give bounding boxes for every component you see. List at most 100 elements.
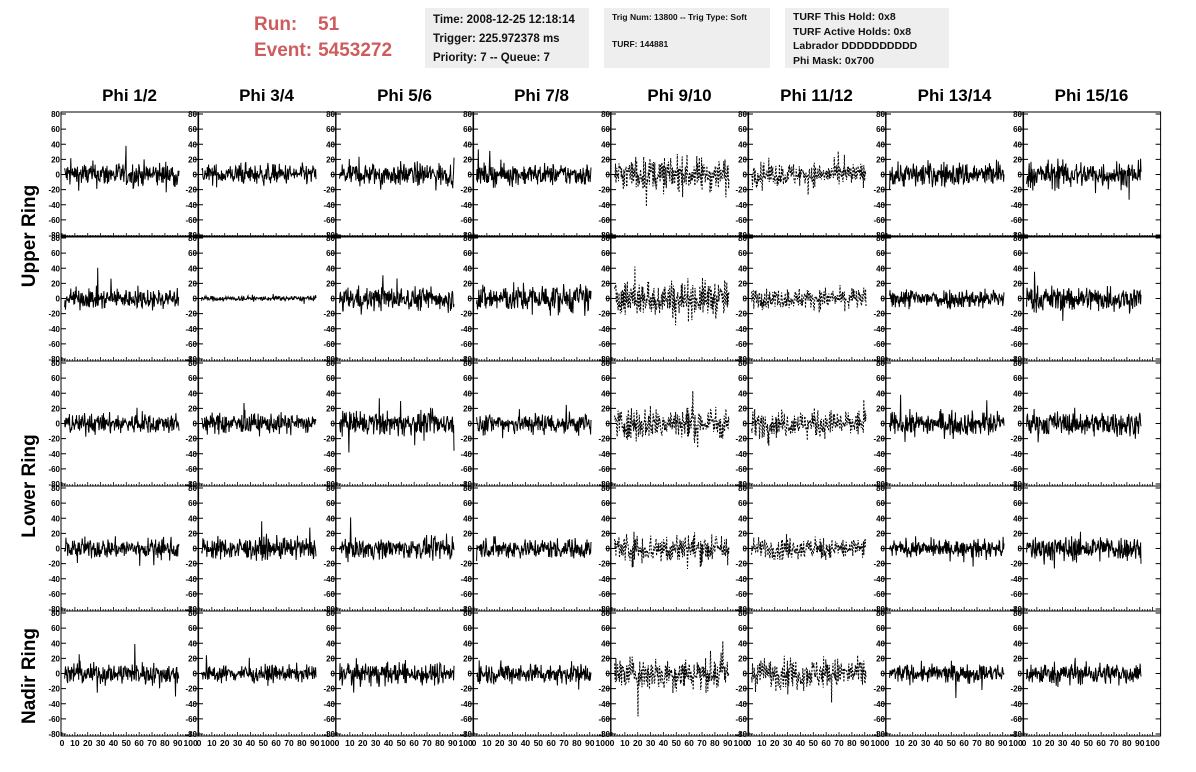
y-tick-label: -20 [735, 186, 747, 195]
y-tick-label: 40 [51, 639, 60, 648]
y-tick-label: -40 [1010, 700, 1022, 709]
x-tick-label: 50 [672, 738, 682, 748]
y-tick-label: -60 [323, 216, 335, 225]
y-tick-label: -40 [1010, 575, 1022, 584]
y-tick-label: 80 [738, 110, 747, 119]
y-tick-label: 0 [743, 420, 748, 429]
y-tick-label: -40 [598, 325, 610, 334]
y-tick-label: -20 [873, 560, 885, 569]
y-tick-label: 20 [738, 155, 747, 164]
y-tick-label: 0 [881, 545, 886, 554]
y-tick-label: 40 [51, 140, 60, 149]
y-tick-label: -20 [598, 435, 610, 444]
y-tick-label: 80 [1013, 609, 1022, 618]
waveform-trace [339, 156, 455, 191]
waveform-trace [889, 536, 1005, 567]
y-tick-label: -40 [460, 700, 472, 709]
x-tick-label: 30 [233, 738, 243, 748]
run-label: Run: [254, 14, 298, 35]
y-tick-label: -80 [598, 480, 610, 489]
y-tick-label: 60 [463, 374, 472, 383]
waveform-trace [339, 658, 455, 693]
y-tick-label: -60 [48, 590, 60, 599]
waveform-trace [339, 517, 455, 563]
waveform-trace [64, 536, 180, 566]
y-tick-label: 20 [1013, 654, 1022, 663]
y-tick-label: 40 [188, 140, 197, 149]
y-tick-label: 20 [463, 279, 472, 288]
y-tick-label: -40 [185, 201, 197, 210]
x-tick-label: 90 [173, 738, 183, 748]
y-tick-label: -60 [735, 340, 747, 349]
x-tick-label: 90 [585, 738, 595, 748]
y-tick-label: -40 [735, 700, 747, 709]
x-tick-label: 40 [246, 738, 256, 748]
y-tick-label: 60 [51, 125, 60, 134]
y-tick-label: 60 [326, 125, 335, 134]
y-tick-label: -80 [48, 355, 60, 364]
y-tick-label: 40 [51, 389, 60, 398]
y-tick-label: -20 [460, 435, 472, 444]
y-tick-label: 40 [601, 140, 610, 149]
y-tick-label: 60 [326, 374, 335, 383]
turf-info-box: TURF This Hold: 0x8 TURF Active Holds: 0… [785, 8, 949, 68]
y-tick-label: 20 [326, 529, 335, 538]
y-tick-label: -80 [185, 480, 197, 489]
waveform-trace [889, 288, 1005, 310]
y-tick-label: 0 [1018, 670, 1023, 679]
y-tick-label: 60 [51, 249, 60, 258]
y-tick-label: -20 [873, 685, 885, 694]
y-tick-label: -20 [460, 310, 472, 319]
y-tick-label: 60 [463, 499, 472, 508]
y-tick-label: 60 [188, 499, 197, 508]
x-tick-label: 40 [384, 738, 394, 748]
y-tick-label: -60 [1010, 465, 1022, 474]
y-tick-label: 60 [188, 249, 197, 258]
y-tick-label: 20 [188, 654, 197, 663]
waveform-trace [476, 660, 592, 690]
waveform-trace [751, 399, 867, 446]
waveform-trace [751, 534, 867, 561]
y-tick-label: -40 [598, 450, 610, 459]
trigger-line: Trigger: 225.972378 ms [433, 33, 560, 45]
y-tick-label: -80 [598, 355, 610, 364]
waveform-trace [751, 285, 867, 313]
y-tick-label: 40 [326, 264, 335, 273]
x-tick-label: 10 [70, 738, 80, 748]
y-tick-label: 80 [876, 484, 885, 493]
x-tick-label: 0 [335, 738, 340, 748]
y-tick-label: 60 [601, 499, 610, 508]
x-tick-label: 10 [207, 738, 217, 748]
turf-hold-line: TURF This Hold: 0x8 [793, 11, 896, 23]
time-info-box: Time: 2008-12-25 12:18:14 Trigger: 225.9… [425, 8, 589, 68]
y-tick-label: -80 [873, 480, 885, 489]
trig-num-line: Trig Num: 13800 -- Trig Type: Soft [612, 12, 747, 22]
y-tick-label: -20 [185, 560, 197, 569]
y-tick-label: 80 [738, 609, 747, 618]
panel-r2-c3: -80 -60 -40 -20 0 20 40 60 80 [460, 359, 612, 489]
y-tick-label: 40 [876, 389, 885, 398]
x-tick-label: 20 [83, 738, 93, 748]
waveform-trace [201, 402, 317, 437]
run-line: Run: 51 [254, 12, 392, 38]
y-tick-label: 80 [188, 110, 197, 119]
y-tick-label: 40 [738, 514, 747, 523]
y-tick-label: 20 [601, 654, 610, 663]
x-tick-label: 40 [521, 738, 531, 748]
panel-r1-c2: -80 -60 -40 -20 0 20 40 60 80 [323, 234, 475, 364]
y-tick-label: 20 [326, 155, 335, 164]
y-tick-label: -20 [48, 186, 60, 195]
panel-r3-c7: -80 -60 -40 -20 0 20 40 60 80 [1010, 484, 1162, 614]
y-tick-label: -60 [598, 340, 610, 349]
y-tick-label: 0 [331, 545, 336, 554]
y-tick-label: -80 [185, 730, 197, 739]
y-tick-label: -40 [185, 575, 197, 584]
y-tick-label: 20 [1013, 404, 1022, 413]
y-tick-label: 40 [738, 639, 747, 648]
time-line: Time: 2008-12-25 12:18:14 [433, 14, 575, 26]
y-tick-label: -40 [598, 201, 610, 210]
y-tick-label: 60 [738, 125, 747, 134]
